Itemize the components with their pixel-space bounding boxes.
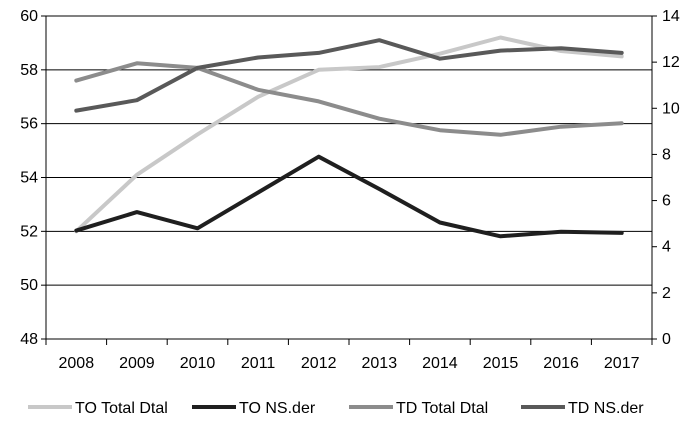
series-line-to-total-dtal	[74, 35, 624, 234]
legend-label: TO Total Dtal	[75, 400, 168, 417]
left-tick-label: 54	[20, 170, 38, 187]
x-tick-label: 2016	[543, 355, 579, 372]
right-tick-label: 2	[662, 285, 671, 302]
series-line-to-ns-der	[74, 154, 624, 239]
legend: TO Total Dtal TO NS.der TD Total Dtal TD NS…	[28, 400, 644, 417]
left-tick-label: 58	[20, 62, 38, 79]
left-tick-label: 56	[20, 116, 38, 133]
left-tick-label: 48	[20, 331, 38, 348]
x-tick-label: 2012	[301, 355, 337, 372]
x-tick-label: 2009	[119, 355, 155, 372]
x-tick-label: 2015	[483, 355, 519, 372]
axes	[41, 15, 657, 345]
gridlines	[46, 15, 652, 286]
series-lines	[74, 35, 624, 239]
right-tick-label: 10	[662, 100, 680, 117]
left-tick-label: 50	[20, 277, 38, 294]
right-tick-label: 8	[662, 146, 671, 163]
right-tick-label: 4	[662, 239, 671, 256]
x-tick-label: 2014	[422, 355, 458, 372]
series-line-td-ns-der	[74, 38, 624, 113]
x-axis-tick-labels: 2008 2009 2010 2011 2012 2013 2014 2015 2016 2017	[59, 355, 640, 372]
x-tick-label: 2010	[180, 355, 216, 372]
right-tick-label: 0	[662, 331, 671, 348]
left-tick-label: 60	[20, 8, 38, 25]
left-axis-tick-labels: 48 50 52 54 56 58 60	[20, 8, 38, 348]
legend-label: TD NS.der	[568, 400, 644, 417]
x-tick-label: 2008	[59, 355, 95, 372]
right-axis-tick-labels: 0 2 4 6 8 10 12 14	[662, 8, 680, 348]
legend-item: TO Total Dtal	[28, 400, 168, 417]
legend-label: TD Total Dtal	[396, 400, 488, 417]
legend-label: TO NS.der	[239, 400, 316, 417]
right-tick-label: 14	[662, 8, 680, 25]
right-tick-label: 12	[662, 54, 680, 71]
legend-item: TD NS.der	[521, 400, 644, 417]
x-tick-label: 2011	[241, 355, 276, 372]
legend-item: TD Total Dtal	[349, 400, 488, 417]
legend-item: TO NS.der	[192, 400, 316, 417]
series-line-td-total-dtal	[74, 61, 624, 137]
x-tick-label: 2013	[362, 355, 398, 372]
left-tick-label: 52	[20, 223, 38, 240]
x-tick-label: 2017	[604, 355, 640, 372]
right-tick-label: 6	[662, 193, 671, 210]
